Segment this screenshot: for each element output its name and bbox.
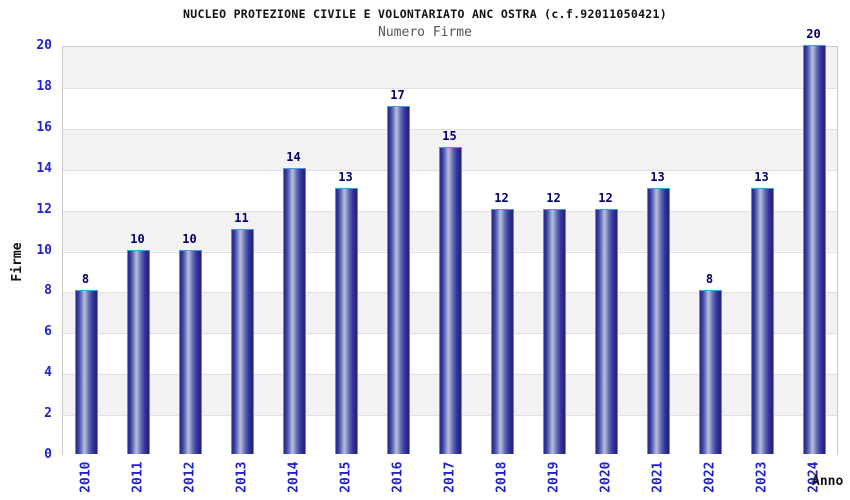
y-tick-label: 20 <box>36 38 52 53</box>
y-tick-label: 0 <box>44 447 52 462</box>
x-tick-label-2013: 2013 <box>234 461 249 493</box>
plot-band <box>63 47 837 88</box>
value-label-2023: 13 <box>754 170 769 185</box>
y-tick-label: 18 <box>36 78 52 94</box>
x-tick-label-2017: 2017 <box>442 461 457 493</box>
x-tick-label-2023: 2023 <box>754 461 769 493</box>
bar-2014 <box>283 167 306 454</box>
x-tick-label-2022: 2022 <box>702 461 717 493</box>
y-tick-label: 2 <box>44 406 52 422</box>
bar-2012 <box>179 249 202 454</box>
bar-2013 <box>231 229 254 454</box>
gridline <box>63 87 837 89</box>
bar-2020 <box>595 208 618 454</box>
x-tick-label-2016: 2016 <box>390 461 405 493</box>
value-label-2020: 12 <box>598 190 613 205</box>
value-label-2010: 8 <box>81 272 90 287</box>
plot-band <box>63 87 837 129</box>
value-label-2011: 10 <box>130 231 145 246</box>
value-label-2018: 12 <box>494 190 509 205</box>
value-label-2012: 10 <box>182 231 197 246</box>
y-tick-label: 12 <box>36 201 52 217</box>
chart-title: NUCLEO PROTEZIONE CIVILE E VOLONTARIATO … <box>183 7 667 21</box>
x-tick-label-2011: 2011 <box>130 461 145 493</box>
value-label-2021: 13 <box>650 170 665 185</box>
y-tick-label: 8 <box>44 283 52 299</box>
value-label-2022: 8 <box>705 272 714 287</box>
bar-2021 <box>647 188 670 454</box>
value-label-2014: 14 <box>286 149 301 164</box>
x-tick-label-2020: 2020 <box>598 461 613 493</box>
bar-2019 <box>543 208 566 454</box>
x-tick-label-2010: 2010 <box>78 461 93 493</box>
plot-area <box>62 45 838 456</box>
x-tick-label-2015: 2015 <box>338 461 353 493</box>
y-tick-label: 14 <box>36 160 52 176</box>
gridline <box>63 128 837 130</box>
bar-2010 <box>75 290 98 454</box>
x-axis-title: Anno <box>812 474 844 489</box>
y-tick-label: 16 <box>36 119 52 135</box>
bar-2022 <box>699 290 722 454</box>
x-tick-label-2012: 2012 <box>182 461 197 493</box>
y-tick-label: 10 <box>36 242 52 258</box>
value-label-2015: 13 <box>338 170 353 185</box>
x-tick-label-2021: 2021 <box>650 461 665 493</box>
chart-subtitle: Numero Firme <box>378 25 472 40</box>
bar-2011 <box>127 249 150 454</box>
value-label-2024: 20 <box>806 27 821 41</box>
x-tick-label-2019: 2019 <box>546 461 561 493</box>
value-label-2013: 11 <box>234 211 249 226</box>
y-tick-label: 6 <box>44 324 52 340</box>
value-label-2016: 17 <box>390 88 405 103</box>
bar-2023 <box>751 188 774 454</box>
bar-2024 <box>803 45 826 454</box>
value-label-2017: 15 <box>442 129 457 144</box>
x-tick-label-2018: 2018 <box>494 461 509 493</box>
bar-2018 <box>491 208 514 454</box>
y-tick-label: 4 <box>44 365 52 381</box>
bar-2017 <box>439 147 462 454</box>
x-tick-label-2014: 2014 <box>286 461 301 493</box>
y-axis-title: Firme <box>10 242 25 282</box>
bar-2016 <box>387 106 410 454</box>
value-label-2019: 12 <box>546 190 561 205</box>
bar-2015 <box>335 188 358 454</box>
